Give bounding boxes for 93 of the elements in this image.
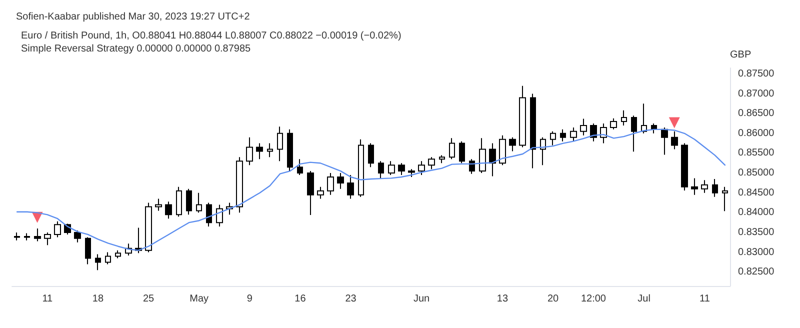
candlestick	[287, 128, 293, 172]
x-tick-label: 11	[700, 294, 710, 304]
line-series	[16, 128, 726, 251]
candlestick	[651, 122, 657, 134]
candlestick	[155, 198, 162, 212]
candlestick	[701, 180, 708, 194]
candlestick	[428, 156, 435, 170]
candlestick	[337, 172, 344, 190]
candlestick	[661, 126, 668, 156]
candlestick	[378, 160, 384, 180]
candlestick	[347, 174, 354, 200]
x-tick-label: Jul	[638, 294, 650, 304]
candlestick	[206, 202, 212, 228]
candlestick	[712, 178, 718, 198]
y-tick-label: 0.84000	[738, 207, 775, 218]
candlestick	[267, 142, 273, 158]
candlestick	[216, 204, 223, 228]
candlestick	[570, 126, 577, 142]
x-tick-label: 16	[294, 294, 306, 304]
x-tick-label: 11	[42, 294, 54, 304]
candlestick	[165, 201, 172, 220]
candlestick	[530, 93, 536, 169]
candlestick	[671, 130, 678, 150]
candlestick	[95, 254, 101, 271]
candlestick	[449, 138, 455, 160]
x-tick-label: 9	[246, 294, 253, 304]
candlestick	[358, 138, 364, 198]
candlestick	[540, 136, 546, 166]
x-tick-label: 25	[142, 294, 155, 304]
x-tick-label: 13	[496, 294, 508, 304]
candlestick	[439, 154, 445, 164]
y-tick-label: 0.83500	[738, 226, 775, 238]
y-axis-title: GBP	[730, 50, 752, 60]
candlestick	[115, 250, 121, 259]
candlestick	[34, 228, 41, 242]
candlestick	[459, 140, 465, 164]
candlestick	[388, 160, 395, 176]
candlestick	[327, 172, 334, 196]
candlestick	[317, 186, 324, 200]
x-tick-label: 20	[547, 294, 560, 304]
candlestick	[74, 230, 81, 243]
x-tick-label: 18	[92, 294, 104, 304]
candlestick	[550, 130, 556, 146]
candlestick	[610, 118, 617, 130]
candlestick	[479, 138, 486, 174]
y-tick-label: 0.83000	[738, 246, 775, 258]
candlestick	[560, 128, 566, 142]
text: Sofien-Kaabar published Mar 30, 2023 19:27 UTC+2	[16, 12, 250, 22]
candlestick	[580, 118, 587, 136]
candlestick	[398, 162, 405, 176]
y-tick-label: 0.85500	[738, 148, 775, 159]
candlestick	[631, 115, 637, 152]
candlestick	[408, 168, 415, 178]
candlestick	[85, 236, 91, 265]
candlestick	[368, 142, 374, 168]
candlestick	[297, 158, 303, 176]
x-tick-label: Jun	[414, 294, 430, 304]
y-tick-label: 0.85000	[738, 168, 775, 179]
y-tick-label: 0.86500	[738, 108, 775, 120]
candlestick	[196, 192, 202, 214]
candlestick	[145, 202, 152, 253]
y-tick-label: 0.82500	[738, 266, 775, 278]
candlestick	[176, 186, 182, 218]
chart-subtitle: Simple Reversal Strategy 0.00000 0.00000 0.87985	[21, 44, 252, 54]
candlestick	[246, 136, 253, 166]
candlestick	[24, 232, 30, 241]
candlestick	[590, 122, 597, 142]
y-tick-label: 0.87500	[738, 68, 775, 80]
candlestick	[418, 160, 425, 176]
candlestick	[44, 232, 51, 246]
candlestick	[722, 186, 728, 212]
candlestick	[236, 156, 243, 214]
y-tick-label: 0.84500	[738, 187, 775, 198]
candlestick	[489, 142, 496, 177]
candlestick	[186, 188, 192, 216]
x-tick-label: 12:00	[580, 294, 606, 304]
candlestick	[105, 252, 111, 265]
y-tick-label: 0.87000	[738, 88, 775, 100]
x-tick-label: May	[190, 294, 209, 304]
x-tick-label: 23	[345, 294, 357, 304]
candlestick	[14, 232, 20, 241]
candlestick	[256, 142, 263, 160]
chart-title: Euro / British Pound, 1h, O0.88041 H0.88044 L0.88007 C0.88022 −0.00019 (−0.02%)	[21, 30, 402, 42]
candlestick	[681, 142, 688, 191]
candlestick	[54, 220, 61, 238]
candlestick	[509, 136, 516, 152]
candlestick	[307, 170, 314, 216]
candlestick	[691, 178, 698, 196]
candlestick	[499, 134, 506, 166]
candlestick	[621, 110, 627, 126]
candlestick	[277, 126, 283, 162]
y-tick-label: 0.86000	[738, 128, 775, 139]
candlestick	[519, 85, 526, 148]
